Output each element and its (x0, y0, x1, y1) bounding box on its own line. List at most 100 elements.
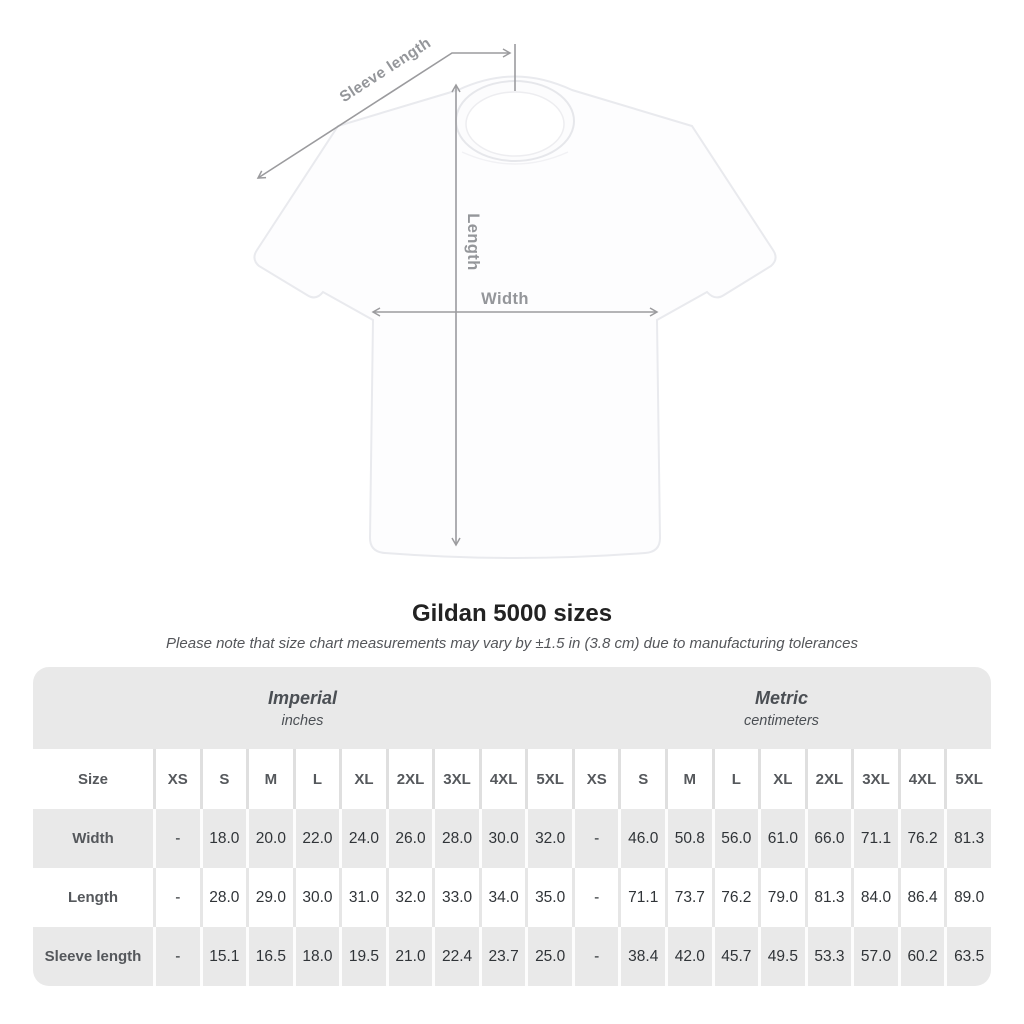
measurement-cell: 18.0 (199, 809, 247, 868)
measurement-cell: - (571, 868, 619, 927)
measurement-cell: 16.5 (246, 927, 293, 986)
measurement-cell: 34.0 (478, 868, 526, 927)
chart-heading: Gildan 5000 sizes Please note that size … (0, 590, 1024, 652)
measurement-cell: 73.7 (665, 868, 712, 927)
size-table-container: Imperial inches Metric centimeters Size … (33, 667, 991, 986)
measurement-cell: 15.1 (199, 927, 247, 986)
width-arrow: Width (371, 290, 659, 317)
measurement-cell: - (153, 927, 200, 986)
measurement-cell: 22.4 (432, 927, 479, 986)
measurement-cell: 18.0 (292, 927, 340, 986)
size-header-row: Size XS S M L XL 2XL 3XL 4XL 5XL XS S M L XL 2XL 3XL 4XL… (33, 749, 991, 809)
width-label: Width (481, 290, 529, 308)
measurement-cell: 84.0 (851, 868, 898, 927)
measurement-cell: 86.4 (897, 868, 945, 927)
size-column-header: XS (153, 749, 200, 809)
measurement-cell: 19.5 (339, 927, 386, 986)
measurement-cell: 42.0 (665, 927, 712, 986)
measurement-cell: 21.0 (385, 927, 433, 986)
measurement-cell: 71.1 (618, 868, 666, 927)
measurement-cell: 32.0 (385, 868, 433, 927)
size-column-header: XL (339, 749, 386, 809)
measurement-cell: 61.0 (758, 809, 805, 868)
measurement-cell: - (153, 809, 200, 868)
size-column-header: 4XL (478, 749, 526, 809)
size-column-header: 2XL (385, 749, 433, 809)
measurement-cell: 38.4 (618, 927, 666, 986)
measurement-cell: 53.3 (804, 927, 852, 986)
measurement-cell: 81.3 (804, 868, 852, 927)
size-column-header: M (665, 749, 712, 809)
length-label: Length (464, 213, 482, 270)
measurement-cell: 33.0 (432, 868, 479, 927)
tshirt-shape (253, 75, 777, 559)
measurement-cell: 35.0 (525, 868, 572, 927)
size-column-header: M (246, 749, 293, 809)
measurement-cell: 31.0 (339, 868, 386, 927)
measurement-cell: 28.0 (432, 809, 479, 868)
tshirt-measurement-diagram: Sleeve length Length Width (253, 34, 777, 559)
size-column-header: 5XL (944, 749, 991, 809)
size-column-header: 3XL (851, 749, 898, 809)
metric-sublabel: centimeters (743, 712, 819, 729)
size-column-header: XS (571, 749, 619, 809)
measurement-cell: - (153, 868, 200, 927)
size-column-header: 4XL (897, 749, 945, 809)
measurement-cell: 26.0 (385, 809, 433, 868)
measurement-cell: 60.2 (897, 927, 945, 986)
metric-label: Metric (754, 687, 808, 708)
measurement-cell: 79.0 (758, 868, 805, 927)
measurement-cell: 76.2 (897, 809, 945, 868)
measurement-cell: 28.0 (199, 868, 247, 927)
tshirt-illustration: Sleeve length Length Width (253, 34, 777, 559)
measurement-cell: 29.0 (246, 868, 293, 927)
tolerance-note: Please note that size chart measurements… (166, 635, 858, 652)
measurement-cell: 32.0 (525, 809, 572, 868)
row-label: Sleeve length (33, 927, 153, 986)
size-column-header: L (711, 749, 759, 809)
measurement-cell: 45.7 (711, 927, 759, 986)
measurement-cell: 49.5 (758, 927, 805, 986)
size-column-header: S (618, 749, 666, 809)
measurement-cell: 71.1 (851, 809, 898, 868)
table-row: Length -28.0 29.0 30.0 31.0 32.0 33.0 34.0 35.0-… (33, 868, 991, 927)
imperial-label: Imperial (267, 687, 337, 708)
measurement-cell: 57.0 (851, 927, 898, 986)
measurement-cell: 30.0 (478, 809, 526, 868)
size-column-header: S (199, 749, 247, 809)
measurement-cell: 81.3 (944, 809, 991, 868)
size-table: Imperial inches Metric centimeters Size … (33, 667, 991, 986)
page-title: Gildan 5000 sizes (411, 600, 613, 627)
table-body: Width -18.0 20.0 22.0 24.0 26.0 28.0 30.0 32.0-4… (33, 809, 991, 986)
measurement-cell: 30.0 (292, 868, 340, 927)
size-column-header: L (292, 749, 340, 809)
unit-band-row: Imperial inches Metric centimeters (33, 667, 991, 749)
measurement-cell: 22.0 (292, 809, 340, 868)
measurement-cell: - (571, 809, 619, 868)
size-column-header: 2XL (804, 749, 852, 809)
size-column-header: 3XL (432, 749, 479, 809)
measurement-cell: 89.0 (944, 868, 991, 927)
collar-inner (465, 91, 565, 157)
measurement-cell: 50.8 (665, 809, 712, 868)
measurement-cell: 24.0 (339, 809, 386, 868)
measurement-cell: 63.5 (944, 927, 991, 986)
imperial-sublabel: inches (281, 712, 324, 729)
measurement-cell: 66.0 (804, 809, 852, 868)
measurement-cell: 20.0 (246, 809, 293, 868)
row-label: Width (33, 809, 153, 868)
unit-header-imperial: Imperial inches (33, 667, 572, 749)
measurement-cell: 46.0 (618, 809, 666, 868)
measurement-cell: 23.7 (478, 927, 526, 986)
measurement-cell: 56.0 (711, 809, 759, 868)
size-column-header: XL (758, 749, 805, 809)
unit-header-metric: Metric centimeters (571, 667, 991, 749)
size-corner-header: Size (33, 749, 153, 809)
measurement-cell: 76.2 (711, 868, 759, 927)
size-column-header: 5XL (525, 749, 572, 809)
table-row: Width -18.0 20.0 22.0 24.0 26.0 28.0 30.0 32.0-4… (33, 809, 991, 868)
row-label: Length (33, 868, 153, 927)
measurement-cell: - (571, 927, 619, 986)
measurement-cell: 25.0 (525, 927, 572, 986)
table-row: Sleeve length -15.1 16.5 18.0 19.5 21.0 22.4 23… (33, 927, 991, 986)
